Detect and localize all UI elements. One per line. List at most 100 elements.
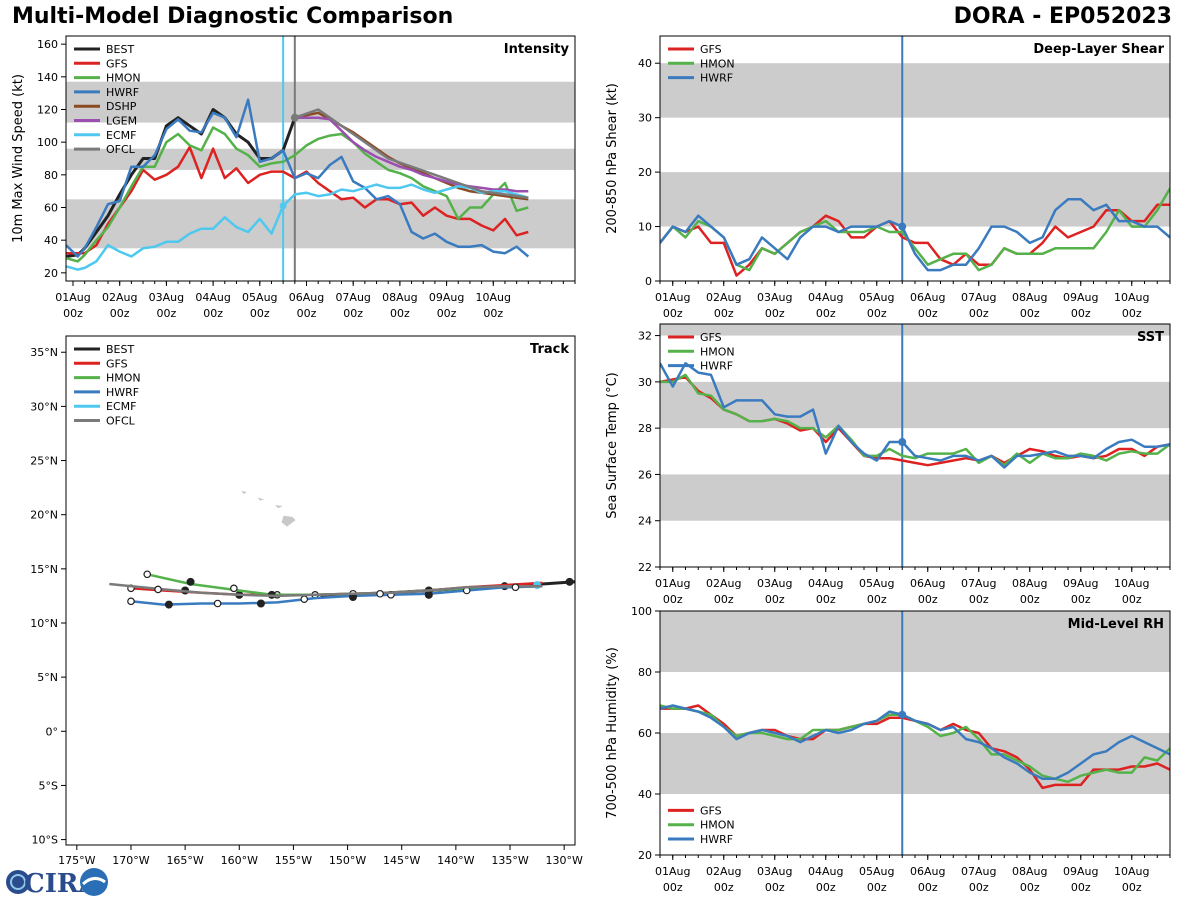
series-open-point-ofcl xyxy=(376,589,384,598)
x-tick-label: 03Aug xyxy=(757,577,792,590)
legend-label: OFCL xyxy=(106,415,136,428)
x-tick-label: 00z xyxy=(297,307,317,320)
series-line-hmon xyxy=(66,126,529,263)
x-tick-label: 03Aug xyxy=(757,865,792,878)
y-tick-label: 80 xyxy=(44,169,58,182)
series-line-hmon xyxy=(660,187,1170,272)
x-tick-label: 03Aug xyxy=(149,291,184,304)
x-tick-label: 170°W xyxy=(112,854,149,867)
legend-label: HWRF xyxy=(106,386,139,399)
x-tick-label: 10Aug xyxy=(1114,577,1149,590)
y-tick-label: 40 xyxy=(44,234,58,247)
legend-label: GFS xyxy=(106,357,128,370)
legend-label: BEST xyxy=(106,343,134,356)
series-point-hmon xyxy=(186,577,195,586)
y-tick-label: 24 xyxy=(638,515,652,528)
y-tick-label: 0° xyxy=(46,725,59,738)
x-tick-label: 00z xyxy=(1122,593,1142,606)
x-tick-label: 00z xyxy=(714,307,734,320)
x-tick-label: 00z xyxy=(1020,593,1040,606)
x-tick-label: 00z xyxy=(969,593,989,606)
legend-label: HWRF xyxy=(700,72,733,85)
y-tick-label: 60 xyxy=(638,727,652,740)
x-tick-label: 160°W xyxy=(221,854,258,867)
x-tick-label: 07Aug xyxy=(961,865,996,878)
track-plot-area xyxy=(109,490,575,609)
series-open-point-ofcl xyxy=(154,585,162,594)
x-tick-label: 00z xyxy=(343,307,363,320)
y-tick-label: 30°N xyxy=(30,400,58,413)
x-tick-label: 130°W xyxy=(545,854,582,867)
x-tick-label: 00z xyxy=(765,881,785,894)
x-tick-label: 01Aug xyxy=(55,291,90,304)
series-line-hwrf xyxy=(660,198,1170,272)
x-tick-label: 00z xyxy=(250,307,270,320)
cira-logo: CIRA xyxy=(6,868,108,898)
series-open-point-hmon xyxy=(230,584,238,593)
y-tick-label: 26 xyxy=(638,468,652,481)
x-tick-label: 02Aug xyxy=(706,577,741,590)
threshold-band xyxy=(660,381,1170,429)
x-tick-label: 06Aug xyxy=(289,291,324,304)
sst-frame xyxy=(659,323,1171,568)
x-tick-label: 00z xyxy=(390,307,410,320)
x-tick-label: 00z xyxy=(663,307,683,320)
legend-label: LGEM xyxy=(106,115,137,128)
y-tick-label: 120 xyxy=(37,104,58,117)
series-line-hwrf xyxy=(66,98,530,258)
init-point xyxy=(290,113,299,122)
x-tick-label: 00z xyxy=(1020,881,1040,894)
series-point-best xyxy=(565,577,574,586)
y-tick-label: 28 xyxy=(638,422,652,435)
land-mass xyxy=(275,504,283,509)
series-line-hwrf xyxy=(660,362,1170,469)
legend-label: GFS xyxy=(700,804,722,817)
y-tick-label: 5°S xyxy=(39,779,58,792)
x-tick-label: 08Aug xyxy=(1012,291,1047,304)
series-line-ofcl xyxy=(109,582,543,598)
series-point-hwrf xyxy=(256,599,265,608)
series-line-hwrf xyxy=(130,584,543,606)
x-tick-label: 10Aug xyxy=(476,291,511,304)
rh-panel-title: Mid-Level RH xyxy=(1068,617,1164,632)
legend-label: HMON xyxy=(700,345,735,358)
y-tick-label: 5°N xyxy=(37,671,58,684)
x-tick-label: 02Aug xyxy=(102,291,137,304)
legend-label: ECMF xyxy=(106,129,136,142)
x-tick-label: 00z xyxy=(203,307,223,320)
series-open-point-hmon xyxy=(143,570,152,579)
y-tick-label: 10°N xyxy=(30,617,58,630)
x-tick-label: 09Aug xyxy=(429,291,464,304)
sst-panel: 22 24 26 28 30 32 01Aug 00z 02Aug 00z 03Aug 00z 04Au… xyxy=(605,323,1171,606)
x-tick-label: 04Aug xyxy=(195,291,230,304)
legend-label: ECMF xyxy=(106,400,136,413)
y-tick-label: 40 xyxy=(638,57,652,70)
x-tick-label: 145°W xyxy=(383,854,420,867)
series-line-best xyxy=(66,108,297,258)
x-tick-label: 06Aug xyxy=(910,865,945,878)
x-tick-label: 01Aug xyxy=(655,865,690,878)
legend-label: HWRF xyxy=(106,86,139,99)
storm-identifier: DORA - EP052023 xyxy=(953,4,1172,29)
x-tick-label: 00z xyxy=(918,593,938,606)
y-tick-label: 10 xyxy=(638,221,652,234)
x-tick-label: 00z xyxy=(714,881,734,894)
init-point xyxy=(279,202,287,210)
x-tick-label: 04Aug xyxy=(808,577,843,590)
x-tick-label: 165°W xyxy=(166,854,203,867)
series-open-point-hwrf xyxy=(213,599,222,608)
x-tick-label: 09Aug xyxy=(1063,577,1098,590)
agency-seal-icon xyxy=(80,868,108,896)
y-tick-label: 32 xyxy=(638,330,652,343)
series-line-hmon xyxy=(660,373,1170,467)
x-tick-label: 00z xyxy=(765,593,785,606)
y-tick-label: 160 xyxy=(37,38,58,51)
track-panel-title: Track xyxy=(530,342,569,357)
x-tick-label: 00z xyxy=(157,307,177,320)
shear-y-axis-label: 200-850 hPa Shear (kt) xyxy=(605,83,620,234)
x-tick-label: 07Aug xyxy=(335,291,370,304)
init-point xyxy=(898,438,907,447)
legend-label: HMON xyxy=(700,819,735,832)
track-frame xyxy=(65,335,576,846)
x-tick-label: 00z xyxy=(1122,881,1142,894)
